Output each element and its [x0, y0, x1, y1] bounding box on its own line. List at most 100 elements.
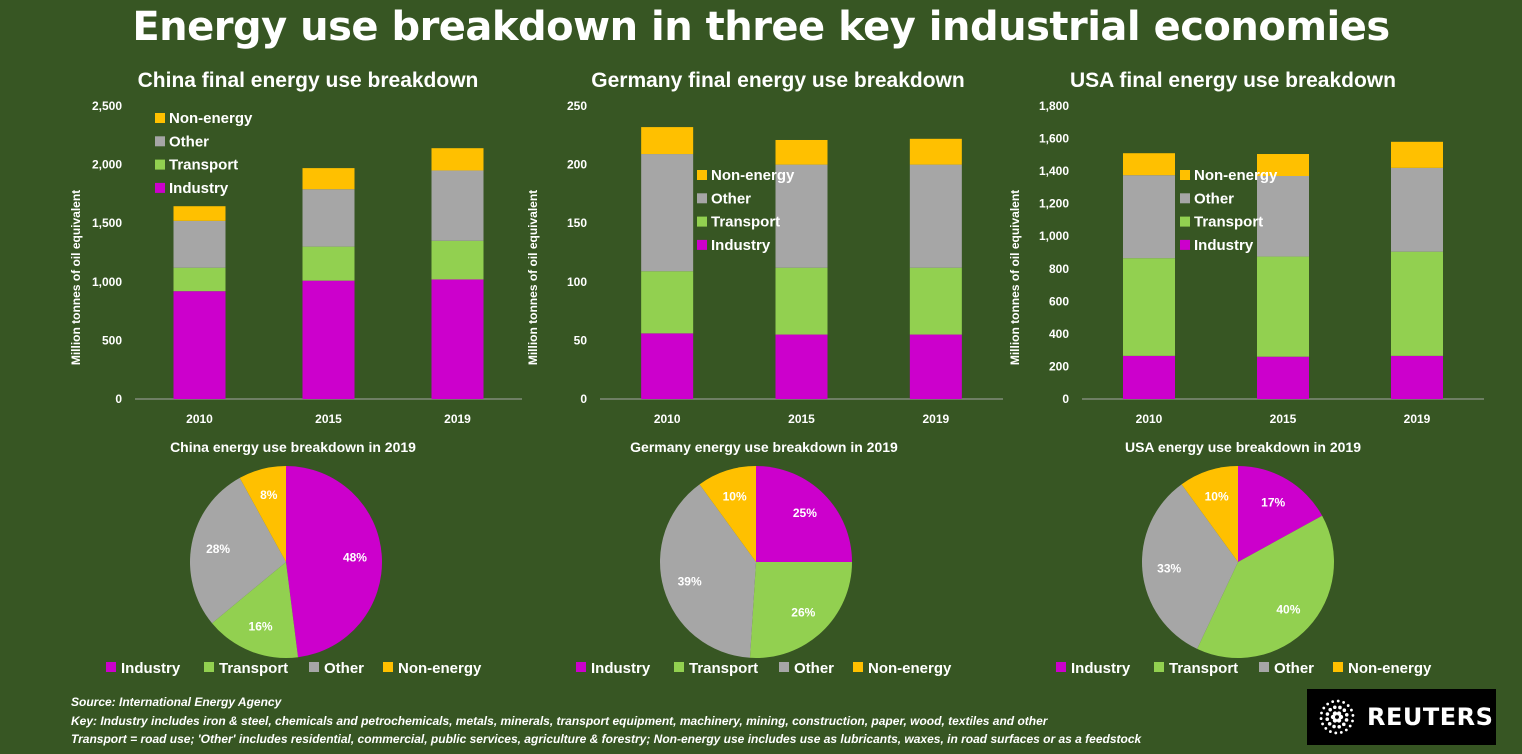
y-tick-label: 0 — [580, 392, 587, 406]
bar-segment-industry — [1257, 356, 1309, 399]
legend-swatch-non-energy — [155, 113, 165, 123]
logo-dot — [1332, 718, 1338, 723]
pie-slice-non-energy — [239, 466, 286, 562]
logo-dot — [1338, 705, 1342, 710]
y-tick-label: 1,000 — [1039, 229, 1069, 243]
logo-dot — [1344, 728, 1348, 732]
bar-segment-transport — [641, 271, 694, 334]
logo-dot — [1336, 718, 1342, 723]
legend-swatch-industry — [576, 662, 586, 672]
y-tick-label: 2,500 — [92, 99, 122, 113]
legend-swatch-other — [309, 662, 319, 672]
logo-dot — [1320, 711, 1323, 715]
legend-label: Other — [1274, 660, 1314, 677]
x-tick-label: 2015 — [788, 412, 815, 426]
pie-chart-title: China energy use breakdown in 2019 — [170, 439, 416, 455]
bar-segment-transport — [1391, 251, 1443, 356]
x-tick-label: 2010 — [1136, 412, 1163, 426]
legend-swatch-transport — [204, 662, 214, 672]
source-note: Source: International Energy Agency — [71, 695, 282, 709]
pie-slice-transport — [212, 562, 299, 658]
y-tick-label: 1,600 — [1039, 132, 1069, 146]
pie-slice-non-energy — [699, 466, 756, 562]
pie-data-label: 39% — [678, 574, 702, 588]
legend-label: Non-energy — [398, 660, 482, 677]
y-tick-label: 50 — [574, 333, 588, 347]
logo-dot — [1321, 722, 1324, 726]
y-axis-label: Million tonnes of oil equivalent — [69, 190, 83, 365]
pie-slice-non-energy — [1181, 466, 1238, 562]
legend-label: Industry — [1071, 660, 1131, 677]
y-tick-label: 600 — [1049, 294, 1069, 308]
logo-dot — [1327, 721, 1332, 726]
bar-segment-non-energy — [775, 139, 828, 165]
x-tick-label: 2010 — [654, 412, 681, 426]
bar-segment-industry — [302, 280, 355, 399]
logo-dot — [1332, 711, 1338, 716]
y-tick-label: 200 — [1049, 359, 1069, 373]
bar-segment-transport — [173, 267, 226, 292]
legend-swatch-industry — [1180, 239, 1190, 250]
bar-segment-transport — [1257, 256, 1309, 357]
pie-data-label: 16% — [249, 619, 273, 633]
bar-chart-title: China final energy use breakdown — [138, 69, 479, 92]
y-axis-label: Million tonnes of oil equivalent — [526, 190, 540, 365]
bar-segment-non-energy — [431, 148, 484, 171]
legend-swatch-non-energy — [383, 662, 393, 672]
legend-swatch-other — [779, 662, 789, 672]
bar-segment-non-energy — [1123, 153, 1175, 176]
legend-label: Non-energy — [711, 167, 795, 184]
legend-swatch-industry — [697, 239, 707, 250]
legend-swatch-industry — [155, 182, 165, 193]
legend-label: Transport — [1169, 660, 1238, 677]
y-tick-label: 1,200 — [1039, 197, 1069, 211]
logo-dot — [1342, 708, 1347, 713]
logo-dot — [1337, 724, 1342, 729]
bar-segment-non-energy — [1391, 141, 1443, 168]
bar-segment-other — [302, 189, 355, 247]
logo-dot — [1331, 700, 1335, 703]
pie-data-label: 10% — [1205, 489, 1229, 503]
pie-slice-industry — [756, 466, 852, 562]
legend-label: Industry — [121, 660, 181, 677]
bar-segment-other — [641, 154, 694, 272]
logo-dot — [1334, 731, 1338, 735]
pie-data-label: 8% — [260, 488, 278, 502]
pie-slice-other — [660, 484, 756, 658]
y-tick-label: 200 — [567, 158, 587, 172]
y-tick-label: 1,800 — [1039, 99, 1069, 113]
bar-segment-industry — [1123, 355, 1175, 399]
legend-label: Non-energy — [868, 660, 952, 677]
pie-chart-0: China energy use breakdown in 2019 48% 16%… — [106, 439, 482, 677]
y-tick-label: 100 — [567, 275, 587, 289]
logo-dot — [1319, 717, 1323, 720]
bar-segment-non-energy — [173, 206, 226, 221]
legend-label: Non-energy — [1194, 167, 1278, 184]
bar-segment-non-energy — [302, 168, 355, 190]
bar-chart-2: USA final energy use breakdown 0 200 400 600… — [1008, 69, 1484, 426]
x-tick-label: 2019 — [1404, 412, 1431, 426]
legend-label: Industry — [169, 180, 229, 197]
pie-chart-2: USA energy use breakdown in 2019 17% 40% 33… — [1056, 439, 1432, 677]
logo-dot — [1348, 724, 1352, 728]
bar-segment-industry — [641, 333, 694, 399]
key-note: Key: Industry includes iron & steel, che… — [71, 713, 1048, 728]
pie-data-label: 17% — [1261, 496, 1285, 510]
legend-label: Other — [324, 660, 364, 677]
bar-segment-non-energy — [909, 138, 962, 165]
legend-swatch-industry — [106, 662, 116, 672]
legend-label: Transport — [689, 660, 758, 677]
bar-segment-industry — [775, 334, 828, 399]
legend-label: Transport — [169, 157, 238, 174]
y-tick-label: 2,000 — [92, 158, 122, 172]
legend-label: Industry — [711, 237, 771, 254]
legend-swatch-transport — [155, 159, 165, 170]
x-tick-label: 2019 — [922, 412, 949, 426]
pie-data-label: 10% — [723, 489, 747, 503]
logo-dot — [1346, 704, 1350, 707]
logo-dot — [1322, 706, 1326, 710]
legend-swatch-non-energy — [1333, 662, 1343, 672]
bar-segment-transport — [775, 267, 828, 335]
bar-chart-0: China final energy use breakdown 0 500 1,00… — [69, 69, 522, 426]
legend-swatch-non-energy — [1180, 170, 1190, 180]
